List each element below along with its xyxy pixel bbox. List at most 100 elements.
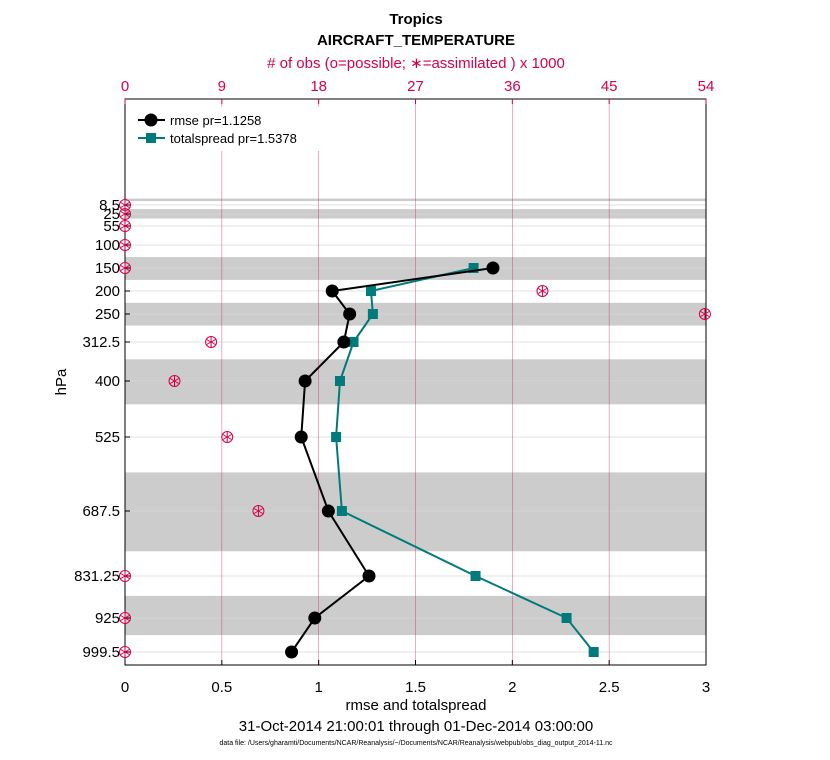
top-tick-label: 0 [121,78,129,95]
totalspread-point [470,571,481,581]
obs-assimilated-marker [169,376,180,386]
date-range: 31-Oct-2014 21:00:01 through 01-Dec-2014… [239,718,593,735]
top-axis-label: # of obs (o=possible; ∗=assimilated ) x … [267,55,565,72]
obs-asterisk-stroke [222,434,232,440]
obs-asterisk-stroke [120,223,130,229]
rmse-point [321,504,335,518]
x-tick-label: 1 [314,679,322,696]
rmse-point [343,307,357,321]
y-axis-label: hPa [53,368,70,395]
rmse-point [294,430,308,444]
x-tick-label: 0.5 [211,679,232,696]
legend-totalspread-label: totalspread pr=1.5378 [170,131,297,146]
y-tick-label: 200 [95,283,120,300]
obs-possible-marker [119,570,131,582]
obs-assimilated-marker [120,613,130,623]
rmse-point [337,335,351,349]
obs-assimilated-marker [700,309,710,319]
y-tick-label: 150 [95,260,120,277]
y-tick-label: 687.5 [82,503,120,520]
obs-asterisk-stroke [700,311,710,317]
chart-subtitle: AIRCRAFT_TEMPERATURE [317,32,515,49]
data-file-note: data file: /Users/gharamti/Documents/NCA… [219,740,613,747]
totalspread-point [336,506,347,516]
x-tick-label: 3 [702,679,710,696]
y-tick-label: 999.5 [82,644,120,661]
obs-assimilated-marker [222,432,232,442]
obs-assimilated-marker [120,571,130,581]
top-tick-label: 54 [698,78,715,95]
totalspread-point [468,263,479,273]
rmse-point [298,374,312,388]
obs-assimilated-marker [120,240,130,250]
y-tick-label: 312.5 [82,334,120,351]
y-tick-label: 250 [95,306,120,323]
obs-assimilated-marker [120,263,130,273]
totalspread-point [367,309,378,319]
obs-possible-marker [698,308,711,320]
legend-rmse-marker [144,113,158,127]
x-tick-label: 2 [508,679,516,696]
legend-box [134,107,320,151]
y-tick-label: 100 [95,237,120,254]
top-tick-label: 36 [504,78,521,95]
obs-possible-marker [536,285,549,297]
obs-asterisk-stroke [120,265,130,271]
top-tick-label: 18 [310,78,327,95]
obs-possible-marker [119,646,131,658]
obs-asterisk-stroke [120,649,130,655]
rmse-point [285,645,299,659]
obs-asterisk-stroke [537,288,548,294]
obs-possible-marker [119,208,131,220]
top-tick-label: 45 [601,78,618,95]
rmse-point [325,284,339,298]
y-tick-label: 25 [103,206,120,223]
obs-possible-marker [168,375,181,387]
obs-possible-marker [119,220,131,232]
obs-asterisk-stroke [120,202,130,208]
x-axis-label: rmse and totalspread [346,697,487,714]
obs-asterisk-stroke [120,615,130,621]
totalspread-line [335,267,595,653]
totalspread-point [365,286,376,296]
obs-possible-marker [119,262,131,274]
x-tick-label: 0 [121,679,129,696]
obs-possible-marker [119,612,131,624]
rmse-point [362,569,376,583]
rmse-line [290,267,494,653]
totalspread-point [334,376,345,386]
obs-possible-marker [205,336,218,348]
grid-lines [125,99,706,665]
x-tick-label: 2.5 [599,679,620,696]
totalspread-point [588,647,599,657]
y-tick-label: 525 [95,429,120,446]
y-tick-label: 831.25 [74,568,120,585]
totalspread-point [331,432,342,442]
obs-possible-marker [221,431,234,443]
obs-asterisk-stroke [120,242,130,248]
obs-assimilated-marker [120,221,130,231]
legend-totalspread-marker [146,133,156,143]
y-tick-label: 8.5 [99,197,120,214]
obs-asterisk-stroke [253,508,263,514]
obs-assimilated-marker [537,286,548,296]
rmse-point [308,611,322,625]
obs-assimilated-marker [253,506,263,516]
obs-asterisk-stroke [169,378,180,384]
chart-title: Tropics [389,11,442,28]
obs-assimilated-marker [120,209,130,219]
obs-assimilated-marker [206,337,216,347]
obs-asterisk-stroke [206,339,216,345]
y-tick-label: 925 [95,610,120,627]
obs-possible-marker [119,239,131,251]
data-series [285,261,599,659]
top-tick-label: 9 [218,78,226,95]
totalspread-point [348,337,359,347]
y-tick-label: 55 [103,218,120,235]
x-tick-label: 1.5 [405,679,426,696]
totalspread-point [561,613,572,623]
legend-rmse-label: rmse pr=1.1258 [170,113,261,128]
obs-asterisk-stroke [120,211,130,217]
